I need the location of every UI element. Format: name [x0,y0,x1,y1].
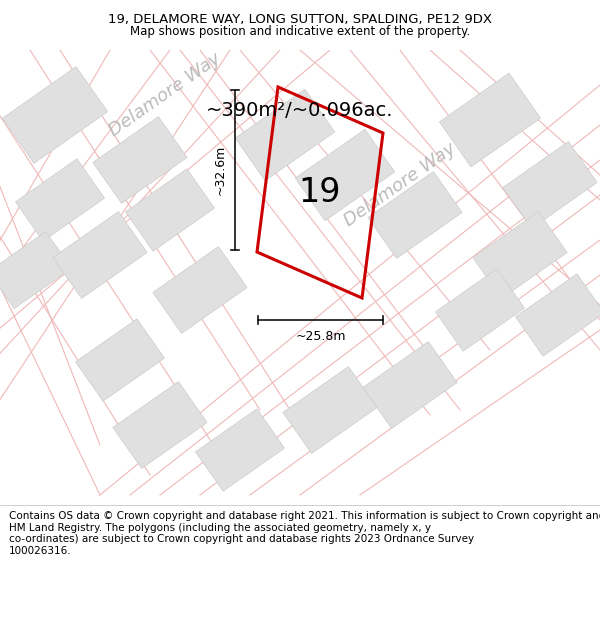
Polygon shape [368,172,462,258]
Polygon shape [363,342,457,428]
Text: Delamore Way: Delamore Way [106,50,224,140]
Text: 19: 19 [299,176,341,209]
Polygon shape [53,212,147,298]
Polygon shape [515,274,600,356]
Polygon shape [125,169,214,251]
Polygon shape [235,89,335,181]
Polygon shape [503,142,597,228]
Polygon shape [93,117,187,203]
Text: Delamore Way: Delamore Way [341,140,459,230]
Text: ~32.6m: ~32.6m [214,145,227,195]
Text: Contains OS data © Crown copyright and database right 2021. This information is : Contains OS data © Crown copyright and d… [9,511,600,556]
Polygon shape [16,159,104,241]
Text: ~25.8m: ~25.8m [295,330,346,343]
Polygon shape [153,247,247,333]
Polygon shape [0,231,71,309]
Polygon shape [283,367,377,453]
Text: 19, DELAMORE WAY, LONG SUTTON, SPALDING, PE12 9DX: 19, DELAMORE WAY, LONG SUTTON, SPALDING,… [108,12,492,26]
Polygon shape [439,73,541,167]
Polygon shape [2,67,107,163]
Text: ~390m²/~0.096ac.: ~390m²/~0.096ac. [206,101,394,119]
Polygon shape [76,319,164,401]
Polygon shape [473,212,567,298]
Text: Map shows position and indicative extent of the property.: Map shows position and indicative extent… [130,24,470,38]
Polygon shape [113,382,207,468]
Polygon shape [436,269,524,351]
Polygon shape [196,409,284,491]
Polygon shape [295,129,395,221]
